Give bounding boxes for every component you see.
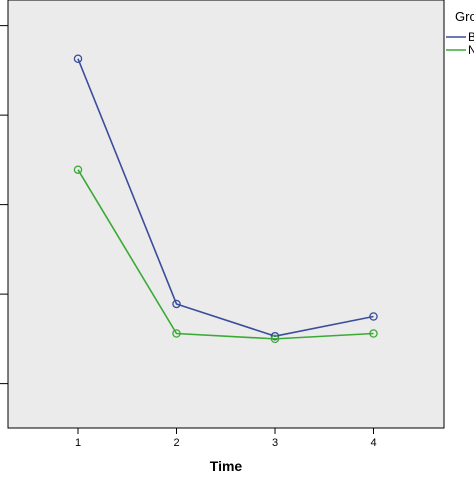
x-axis-ticks: 1 2 3 4 xyxy=(75,428,377,449)
legend: Gro BN xyxy=(446,9,474,57)
point-B-1 xyxy=(73,54,83,63)
x-tick-label-4: 4 xyxy=(370,437,376,449)
legend-label-N: N xyxy=(468,43,474,57)
x-tick-label-3: 3 xyxy=(272,437,278,449)
series-layer xyxy=(73,54,378,344)
x-tick-label-2: 2 xyxy=(173,437,179,449)
point-N-3 xyxy=(270,334,280,344)
x-axis-title: Time xyxy=(210,458,243,474)
series-line-B xyxy=(77,58,374,338)
legend-label-B: B xyxy=(468,30,474,44)
y-axis-ticks xyxy=(0,25,8,385)
point-N-4 xyxy=(369,329,378,338)
x-tick-label-1: 1 xyxy=(75,437,81,449)
point-N-2 xyxy=(172,329,181,338)
point-B-3 xyxy=(270,331,280,341)
point-N-1 xyxy=(73,165,83,174)
plot-area xyxy=(7,0,445,429)
series-line-N xyxy=(77,169,374,340)
point-B-4 xyxy=(369,312,378,321)
legend-title: Gro xyxy=(455,9,474,24)
point-B-2 xyxy=(172,299,181,309)
